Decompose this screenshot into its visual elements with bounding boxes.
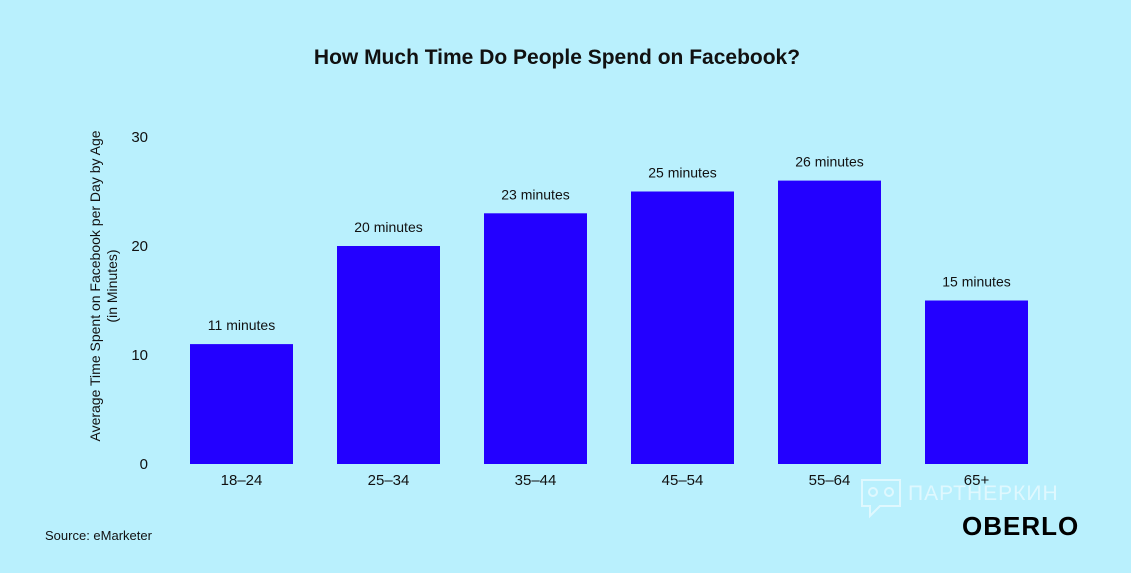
- category-label: 65+: [964, 472, 990, 489]
- category-label: 55–64: [809, 472, 851, 489]
- watermark-text: ПАРТНЕРКИН: [908, 482, 1059, 505]
- data-label: 20 minutes: [354, 219, 422, 235]
- category-label: 35–44: [515, 472, 557, 489]
- data-label: 26 minutes: [795, 154, 863, 170]
- y-tick-label: 30: [131, 129, 148, 146]
- bar: [484, 213, 587, 464]
- y-axis-label-line-2: (in Minutes): [104, 249, 120, 322]
- category-label: 45–54: [662, 472, 704, 489]
- bar: [925, 300, 1028, 464]
- y-tick-label: 0: [140, 456, 148, 473]
- source-note: Source: eMarketer: [45, 528, 153, 543]
- y-tick-label: 20: [131, 238, 148, 255]
- y-axis-ticks: 0 10 20 30: [131, 129, 148, 473]
- data-label: 15 minutes: [942, 274, 1010, 290]
- y-axis-label-line-1: Average Time Spent on Facebook per Day b…: [87, 130, 103, 441]
- bars: [190, 180, 1028, 464]
- y-axis-label: Average Time Spent on Facebook per Day b…: [87, 130, 120, 441]
- category-labels: 18–24 25–34 35–44 45–54 55–64 65+: [221, 472, 990, 489]
- category-label: 25–34: [368, 472, 410, 489]
- data-label: 23 minutes: [501, 186, 569, 202]
- data-labels: 11 minutes 20 minutes 23 minutes 25 minutes…: [208, 154, 1011, 334]
- y-tick-label: 10: [131, 347, 148, 364]
- chart-title: How Much Time Do People Spend on Faceboo…: [314, 46, 800, 69]
- data-label: 11 minutes: [208, 317, 275, 333]
- bar: [190, 344, 293, 464]
- oberlo-logo: OBERLO: [962, 511, 1079, 541]
- category-label: 18–24: [221, 472, 263, 489]
- bar: [778, 180, 881, 464]
- partnerkin-logo-icon: [861, 479, 901, 519]
- data-label: 25 minutes: [648, 165, 716, 181]
- watermark: ПАРТНЕРКИН: [861, 479, 1059, 519]
- bar: [337, 246, 440, 464]
- bar: [631, 191, 734, 464]
